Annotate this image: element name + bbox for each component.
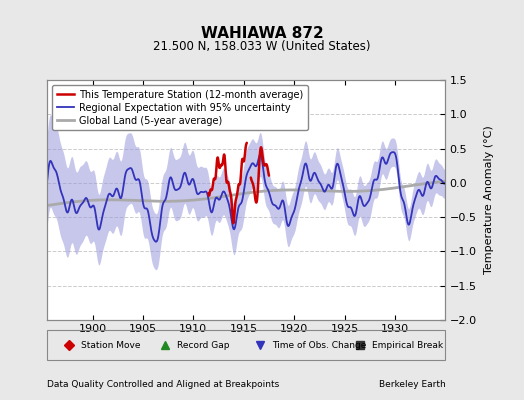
- Text: Empirical Break: Empirical Break: [372, 340, 443, 350]
- Text: Time of Obs. Change: Time of Obs. Change: [272, 340, 367, 350]
- Legend: This Temperature Station (12-month average), Regional Expectation with 95% uncer: This Temperature Station (12-month avera…: [52, 85, 308, 130]
- Text: Data Quality Controlled and Aligned at Breakpoints: Data Quality Controlled and Aligned at B…: [47, 380, 279, 389]
- Text: 21.500 N, 158.033 W (United States): 21.500 N, 158.033 W (United States): [153, 40, 371, 53]
- Text: Record Gap: Record Gap: [177, 340, 229, 350]
- Text: WAHIAWA 872: WAHIAWA 872: [201, 26, 323, 41]
- Text: Berkeley Earth: Berkeley Earth: [379, 380, 445, 389]
- Y-axis label: Temperature Anomaly (°C): Temperature Anomaly (°C): [484, 126, 494, 274]
- Text: Station Move: Station Move: [81, 340, 140, 350]
